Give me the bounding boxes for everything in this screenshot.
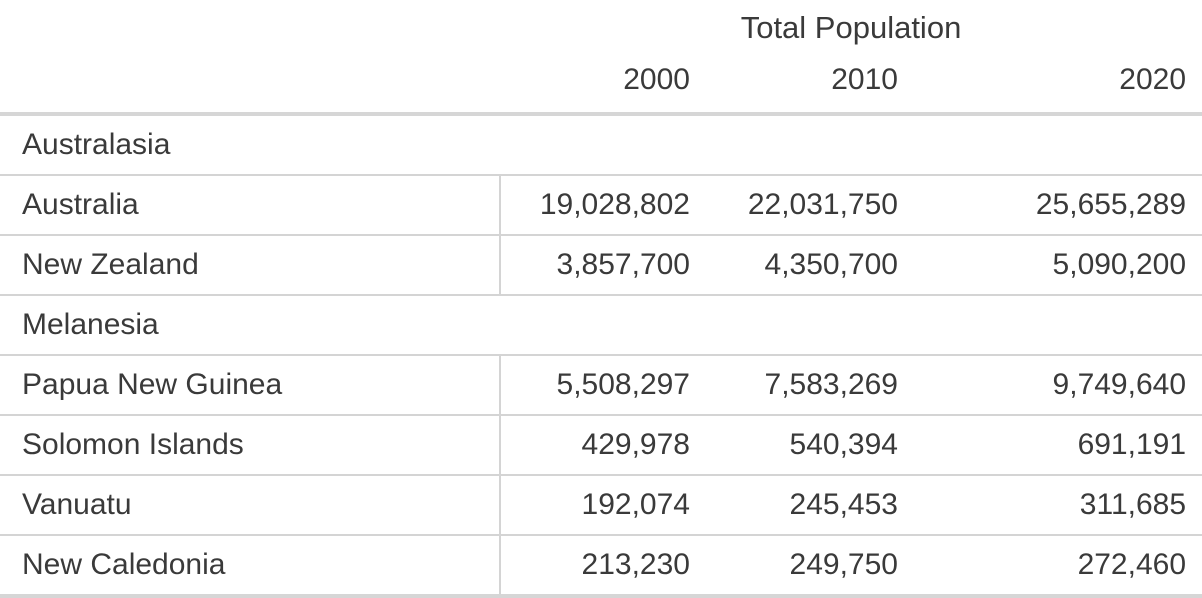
years-spacer-cell: [0, 54, 500, 116]
value-2020: 311,685: [1079, 488, 1187, 521]
year-header-2020: 2020: [914, 54, 1202, 116]
value-2000: 19,028,802: [539, 188, 690, 221]
value-2020: 272,460: [1077, 548, 1187, 581]
table-row-new-zealand: New Zealand 3,857,700 4,350,700 5,090,20…: [0, 235, 1202, 295]
value-2020: 9,749,640: [1052, 368, 1187, 401]
title-row: Total Population: [0, 0, 1202, 54]
years-row: 2000 2010 2020: [0, 54, 1202, 116]
group-row-australasia: Australasia: [0, 114, 1202, 175]
country-label: New Caledonia: [0, 535, 501, 596]
country-label: Solomon Islands: [0, 415, 501, 475]
value-2010: 249,750: [789, 548, 898, 581]
table-body: Australasia Australia 19,028,802 22,031,…: [0, 114, 1202, 596]
table-row-vanuatu: Vanuatu 192,074 245,453 311,685: [0, 475, 1202, 535]
year-header-2010: 2010: [706, 54, 914, 116]
country-label: Australia: [0, 175, 501, 235]
group-label: Melanesia: [22, 308, 159, 341]
country-label: Vanuatu: [0, 475, 501, 535]
value-2000: 213,230: [581, 548, 690, 581]
table-row-solomon-islands: Solomon Islands 429,978 540,394 691,191: [0, 415, 1202, 475]
country-label: Papua New Guinea: [0, 355, 501, 415]
value-2000: 3,857,700: [556, 248, 690, 281]
value-2020: 691,191: [1077, 428, 1187, 461]
value-2010: 22,031,750: [747, 188, 898, 221]
group-row-melanesia: Melanesia: [0, 295, 1202, 355]
table-row-new-caledonia: New Caledonia 213,230 249,750 272,460: [0, 535, 1202, 596]
value-2000: 5,508,297: [556, 368, 690, 401]
value-2010: 7,583,269: [764, 368, 898, 401]
value-2010: 540,394: [789, 428, 898, 461]
value-2010: 245,453: [789, 488, 898, 521]
country-label: New Zealand: [0, 235, 501, 295]
table-row-papua-new-guinea: Papua New Guinea 5,508,297 7,583,269 9,7…: [0, 355, 1202, 415]
title-spacer-cell: [0, 0, 500, 54]
value-2020: 5,090,200: [1052, 248, 1187, 281]
table-row-australia: Australia 19,028,802 22,031,750 25,655,2…: [0, 175, 1202, 235]
value-2010: 4,350,700: [764, 248, 898, 281]
table-header: Total Population 2000 2010 2020: [0, 0, 1202, 116]
value-2000: 429,978: [581, 428, 690, 461]
table-title: Total Population: [740, 9, 962, 45]
value-2020: 25,655,289: [1035, 188, 1187, 221]
value-2000: 192,074: [581, 488, 690, 521]
year-header-2000: 2000: [500, 54, 706, 116]
group-label: Australasia: [22, 128, 171, 161]
